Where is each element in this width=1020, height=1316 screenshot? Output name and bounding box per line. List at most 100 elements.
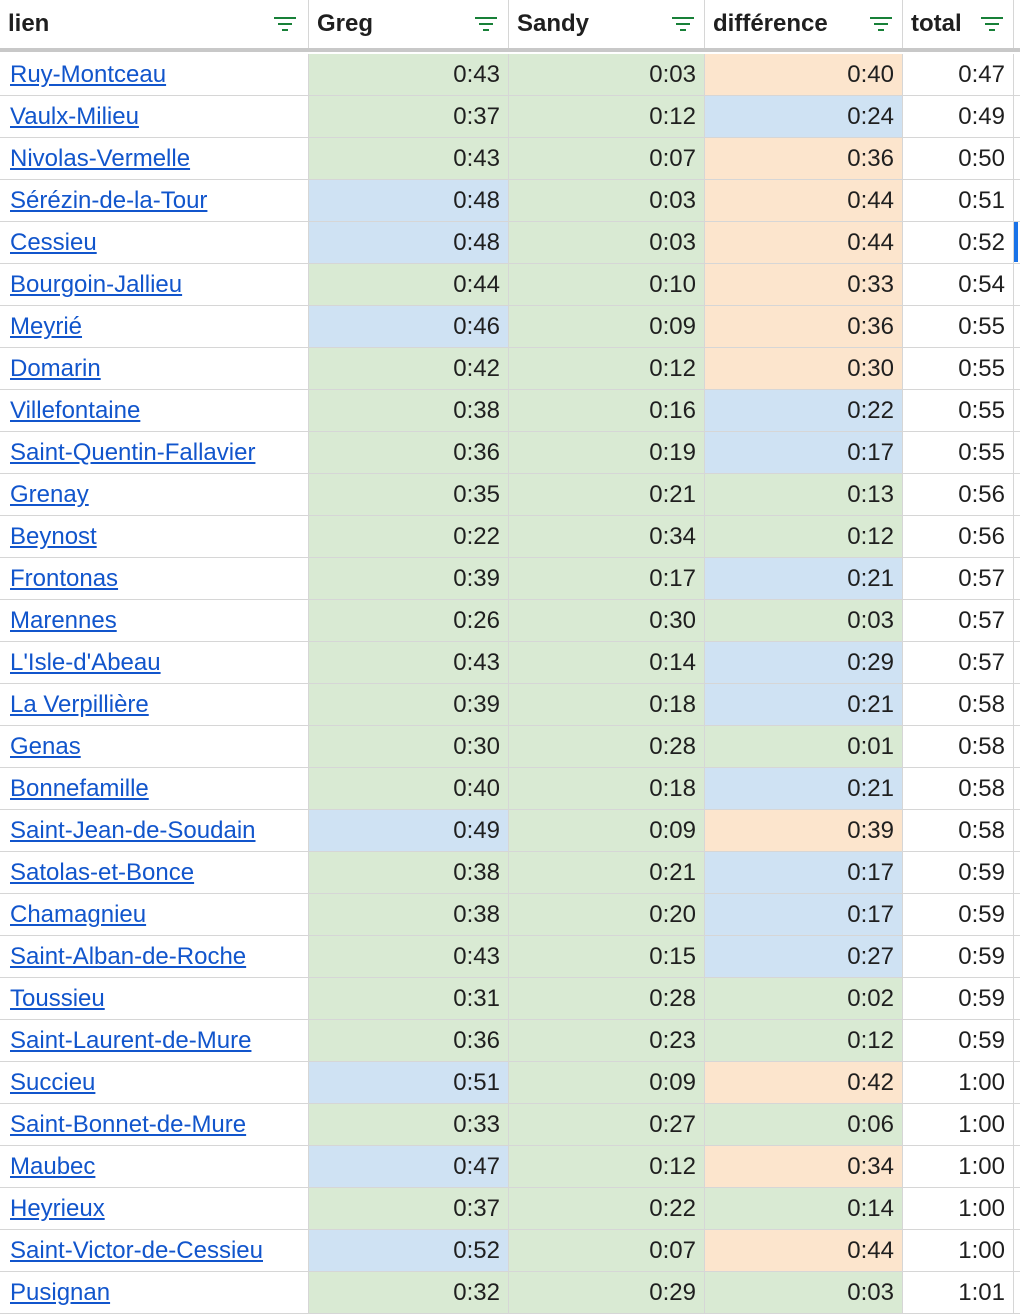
cell-lien-link[interactable]: Saint-Bonnet-de-Mure (0, 1104, 309, 1146)
cell-difference[interactable]: 0:42 (705, 1062, 903, 1104)
cell-lien-link[interactable]: Saint-Jean-de-Soudain (0, 810, 309, 852)
header-greg[interactable]: Greg (309, 0, 509, 48)
cell-sandy[interactable]: 0:15 (509, 936, 705, 978)
cell-next-column[interactable] (1014, 138, 1020, 180)
cell-greg[interactable]: 0:43 (309, 138, 509, 180)
cell-sandy[interactable]: 0:18 (509, 768, 705, 810)
cell-sandy[interactable]: 0:34 (509, 516, 705, 558)
cell-greg[interactable]: 0:48 (309, 180, 509, 222)
cell-total[interactable]: 0:51 (903, 180, 1014, 222)
cell-difference[interactable]: 0:29 (705, 642, 903, 684)
cell-sandy[interactable]: 0:30 (509, 600, 705, 642)
cell-difference[interactable]: 0:30 (705, 348, 903, 390)
cell-sandy[interactable]: 0:09 (509, 810, 705, 852)
cell-total[interactable]: 0:59 (903, 852, 1014, 894)
cell-total[interactable]: 0:59 (903, 978, 1014, 1020)
cell-total[interactable]: 0:55 (903, 348, 1014, 390)
cell-greg[interactable]: 0:43 (309, 642, 509, 684)
cell-next-column[interactable] (1014, 1272, 1020, 1314)
cell-difference[interactable]: 0:13 (705, 474, 903, 516)
cell-total[interactable]: 0:57 (903, 558, 1014, 600)
cell-next-column[interactable] (1014, 180, 1020, 222)
cell-total[interactable]: 0:59 (903, 894, 1014, 936)
cell-difference[interactable]: 0:03 (705, 1272, 903, 1314)
cell-difference[interactable]: 0:34 (705, 1146, 903, 1188)
cell-difference[interactable]: 0:44 (705, 222, 903, 264)
cell-sandy[interactable]: 0:03 (509, 54, 705, 96)
cell-next-column[interactable] (1014, 1020, 1020, 1062)
cell-total[interactable]: 0:58 (903, 768, 1014, 810)
cell-lien-link[interactable]: Satolas-et-Bonce (0, 852, 309, 894)
cell-difference[interactable]: 0:12 (705, 516, 903, 558)
cell-difference[interactable]: 0:44 (705, 180, 903, 222)
cell-total[interactable]: 0:49 (903, 96, 1014, 138)
cell-lien-link[interactable]: La Verpillière (0, 684, 309, 726)
cell-total[interactable]: 0:47 (903, 54, 1014, 96)
cell-total[interactable]: 0:56 (903, 516, 1014, 558)
filter-icon[interactable] (980, 14, 1004, 34)
cell-greg[interactable]: 0:38 (309, 390, 509, 432)
cell-lien-link[interactable]: Succieu (0, 1062, 309, 1104)
cell-sandy[interactable]: 0:21 (509, 474, 705, 516)
cell-sandy[interactable]: 0:07 (509, 1230, 705, 1272)
cell-total[interactable]: 0:58 (903, 810, 1014, 852)
cell-difference[interactable]: 0:12 (705, 1020, 903, 1062)
cell-lien-link[interactable]: Sérézin-de-la-Tour (0, 180, 309, 222)
cell-difference[interactable]: 0:40 (705, 54, 903, 96)
cell-lien-link[interactable]: Cessieu (0, 222, 309, 264)
header-total[interactable]: total (903, 0, 1014, 48)
cell-lien-link[interactable]: Marennes (0, 600, 309, 642)
cell-lien-link[interactable]: Saint-Laurent-de-Mure (0, 1020, 309, 1062)
cell-lien-link[interactable]: Maubec (0, 1146, 309, 1188)
cell-next-column[interactable] (1014, 768, 1020, 810)
cell-sandy[interactable]: 0:21 (509, 852, 705, 894)
cell-next-column[interactable] (1014, 600, 1020, 642)
cell-difference[interactable]: 0:27 (705, 936, 903, 978)
header-difference[interactable]: différence (705, 0, 903, 48)
cell-difference[interactable]: 0:17 (705, 432, 903, 474)
cell-lien-link[interactable]: Meyrié (0, 306, 309, 348)
cell-sandy[interactable]: 0:22 (509, 1188, 705, 1230)
cell-next-column[interactable] (1014, 96, 1020, 138)
cell-next-column[interactable] (1014, 936, 1020, 978)
cell-next-column[interactable] (1014, 54, 1020, 96)
cell-lien-link[interactable]: Chamagnieu (0, 894, 309, 936)
cell-lien-link[interactable]: Saint-Quentin-Fallavier (0, 432, 309, 474)
cell-lien-link[interactable]: Toussieu (0, 978, 309, 1020)
cell-total[interactable]: 1:00 (903, 1230, 1014, 1272)
cell-total[interactable]: 1:00 (903, 1104, 1014, 1146)
header-sandy[interactable]: Sandy (509, 0, 705, 48)
cell-total[interactable]: 0:55 (903, 390, 1014, 432)
cell-next-column[interactable] (1014, 264, 1020, 306)
cell-total[interactable]: 0:58 (903, 726, 1014, 768)
filter-icon[interactable] (474, 14, 498, 34)
cell-sandy[interactable]: 0:20 (509, 894, 705, 936)
cell-next-column[interactable] (1014, 894, 1020, 936)
cell-greg[interactable]: 0:30 (309, 726, 509, 768)
cell-next-column[interactable] (1014, 1230, 1020, 1272)
cell-total[interactable]: 0:55 (903, 306, 1014, 348)
cell-greg[interactable]: 0:51 (309, 1062, 509, 1104)
cell-sandy[interactable]: 0:09 (509, 306, 705, 348)
cell-difference[interactable]: 0:01 (705, 726, 903, 768)
cell-difference[interactable]: 0:03 (705, 600, 903, 642)
header-lien[interactable]: lien (0, 0, 309, 48)
cell-sandy[interactable]: 0:17 (509, 558, 705, 600)
cell-sandy[interactable]: 0:14 (509, 642, 705, 684)
cell-greg[interactable]: 0:52 (309, 1230, 509, 1272)
header-next-column[interactable] (1014, 0, 1020, 48)
cell-greg[interactable]: 0:47 (309, 1146, 509, 1188)
cell-sandy[interactable]: 0:29 (509, 1272, 705, 1314)
cell-greg[interactable]: 0:32 (309, 1272, 509, 1314)
cell-greg[interactable]: 0:36 (309, 1020, 509, 1062)
cell-greg[interactable]: 0:31 (309, 978, 509, 1020)
cell-greg[interactable]: 0:43 (309, 936, 509, 978)
cell-lien-link[interactable]: Ruy-Montceau (0, 54, 309, 96)
cell-next-column[interactable] (1014, 516, 1020, 558)
cell-greg[interactable]: 0:35 (309, 474, 509, 516)
cell-total[interactable]: 0:57 (903, 600, 1014, 642)
cell-difference[interactable]: 0:21 (705, 684, 903, 726)
cell-difference[interactable]: 0:21 (705, 768, 903, 810)
filter-icon[interactable] (869, 14, 893, 34)
cell-difference[interactable]: 0:17 (705, 894, 903, 936)
